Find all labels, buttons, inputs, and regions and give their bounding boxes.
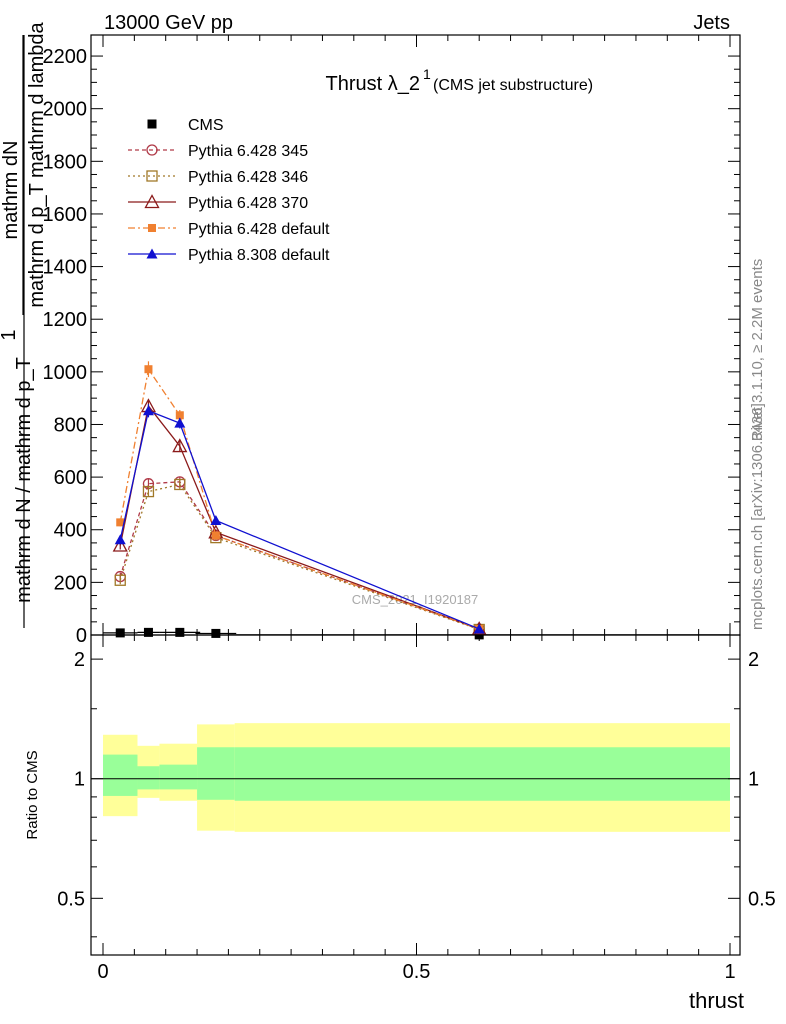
data-point	[175, 411, 184, 420]
legend-label: Pythia 6.428 346	[188, 169, 308, 186]
legend-entry: Pythia 6.428 346	[128, 169, 308, 186]
legend-marker	[147, 119, 157, 129]
legend-entry: Pythia 6.428 370	[128, 194, 308, 212]
x-tick-label: 1	[724, 961, 735, 983]
ratio-y-tick-label-right: 1	[748, 769, 759, 791]
main-y-ticks: 0 200 400 600 800 1000 1200 1400 1600 1800 2000 220…	[43, 35, 740, 647]
process-label: Jets	[693, 12, 730, 34]
series-pythia-8-308-default	[114, 404, 485, 634]
legend-label: Pythia 8.308 default	[188, 247, 330, 264]
ratio-bands-layer	[103, 723, 731, 832]
y-tick-label: 1200	[43, 309, 88, 331]
ratio-y-label: Ratio to CMS	[24, 750, 41, 839]
data-point	[116, 518, 125, 527]
data-point	[142, 485, 155, 498]
series-line	[119, 483, 480, 631]
y-tick-label: 200	[54, 572, 87, 594]
data-point	[172, 438, 188, 453]
y-tick-label: 1600	[43, 204, 88, 226]
ratio-y-tick-label-right: 2	[748, 649, 759, 671]
ratio-uncertainty-band-inner	[103, 754, 138, 796]
legend-marker	[148, 224, 156, 232]
legend-label: Pythia 6.428 345	[188, 143, 308, 160]
y-tick-label: 0	[76, 625, 87, 647]
ratio-y-tick-label: 2	[74, 649, 85, 671]
energy-label: 13000 GeV pp	[104, 12, 233, 34]
ratio-ticks: 0.5 0.5 1 1 2 2 0 0.5 1	[57, 635, 776, 983]
chart-subtitle: (CMS jet substructure)	[433, 77, 593, 94]
ratio-plot-area: 0.5 0.5 1 1 2 2 0 0.5 1	[57, 634, 776, 983]
ratio-y-tick-label-right: 0.5	[748, 888, 776, 910]
legend-entry: Pythia 6.428 default	[128, 221, 330, 238]
y-tick-label: 600	[54, 467, 87, 489]
x-axis-label: thrust	[689, 988, 744, 1013]
ratio-y-tick-label: 1	[74, 769, 85, 791]
y-tick-label: 1800	[43, 151, 88, 173]
y-tick-label: 2000	[43, 99, 88, 121]
series-pythia-6-428-346	[114, 478, 485, 636]
chart-title-superscript: 1	[423, 66, 431, 82]
mcplots-label: mcplots.cern.ch [arXiv:1306.3436]	[749, 403, 766, 630]
y-tick-label: 400	[54, 520, 87, 542]
legend-entry: CMS	[147, 117, 224, 134]
data-point	[114, 574, 126, 586]
legend-marker	[144, 194, 160, 209]
legend-marker	[146, 170, 158, 182]
data-point	[174, 417, 186, 428]
series-line	[119, 367, 480, 630]
data-point	[143, 627, 153, 637]
legend-marker	[146, 248, 158, 259]
legend-label: CMS	[188, 117, 224, 134]
ratio-uncertainty-band-inner	[234, 747, 731, 801]
rivet-version-label: Rivet 3.1.10, ≥ 2.2M events	[749, 259, 766, 442]
data-point	[144, 365, 153, 374]
y-tick-label: 1000	[43, 362, 88, 384]
data-point	[175, 627, 185, 637]
y-axis-label-denominator: mathrm d p_T mathrm d lambda	[26, 21, 48, 307]
legend-entry: Pythia 8.308 default	[128, 247, 330, 264]
data-point	[473, 623, 485, 634]
data-point	[174, 478, 186, 491]
legend-entry: Pythia 6.428 345	[128, 143, 308, 160]
ratio-uncertainty-band-inner	[159, 764, 198, 790]
x-tick-label: 0.5	[403, 961, 431, 983]
legend-marker	[146, 144, 158, 156]
data-point	[112, 537, 128, 552]
data-point	[142, 405, 154, 416]
y-tick-label: 800	[54, 414, 87, 436]
legend-label: Pythia 6.428 370	[188, 195, 308, 212]
data-point	[115, 628, 125, 638]
ratio-uncertainty-band-inner	[137, 766, 160, 790]
y-axis-label-numerator: mathrm dN	[0, 141, 22, 240]
ratio-y-tick-label: 0.5	[57, 888, 85, 910]
main-plot-area: 0 200 400 600 800 1000 1200 1400 1600 1800 2000 220…	[43, 34, 741, 647]
y-axis-label-prefix: 1	[0, 329, 20, 340]
data-point	[114, 534, 126, 545]
legend: CMS Pythia 6.428 345 Pythia 6.428 346 Pythi…	[128, 117, 330, 264]
x-tick-label: 0	[97, 961, 108, 983]
legend-label: Pythia 6.428 default	[188, 221, 330, 238]
data-point	[211, 531, 220, 540]
ratio-plot-frame	[90, 634, 741, 956]
ratio-uncertainty-band-inner	[197, 747, 235, 800]
y-tick-label: 1400	[43, 257, 88, 279]
chart-title: Thrust λ_2	[326, 73, 420, 95]
data-point	[211, 628, 221, 638]
data-point	[210, 515, 222, 526]
y-tick-label: 2200	[43, 46, 88, 68]
